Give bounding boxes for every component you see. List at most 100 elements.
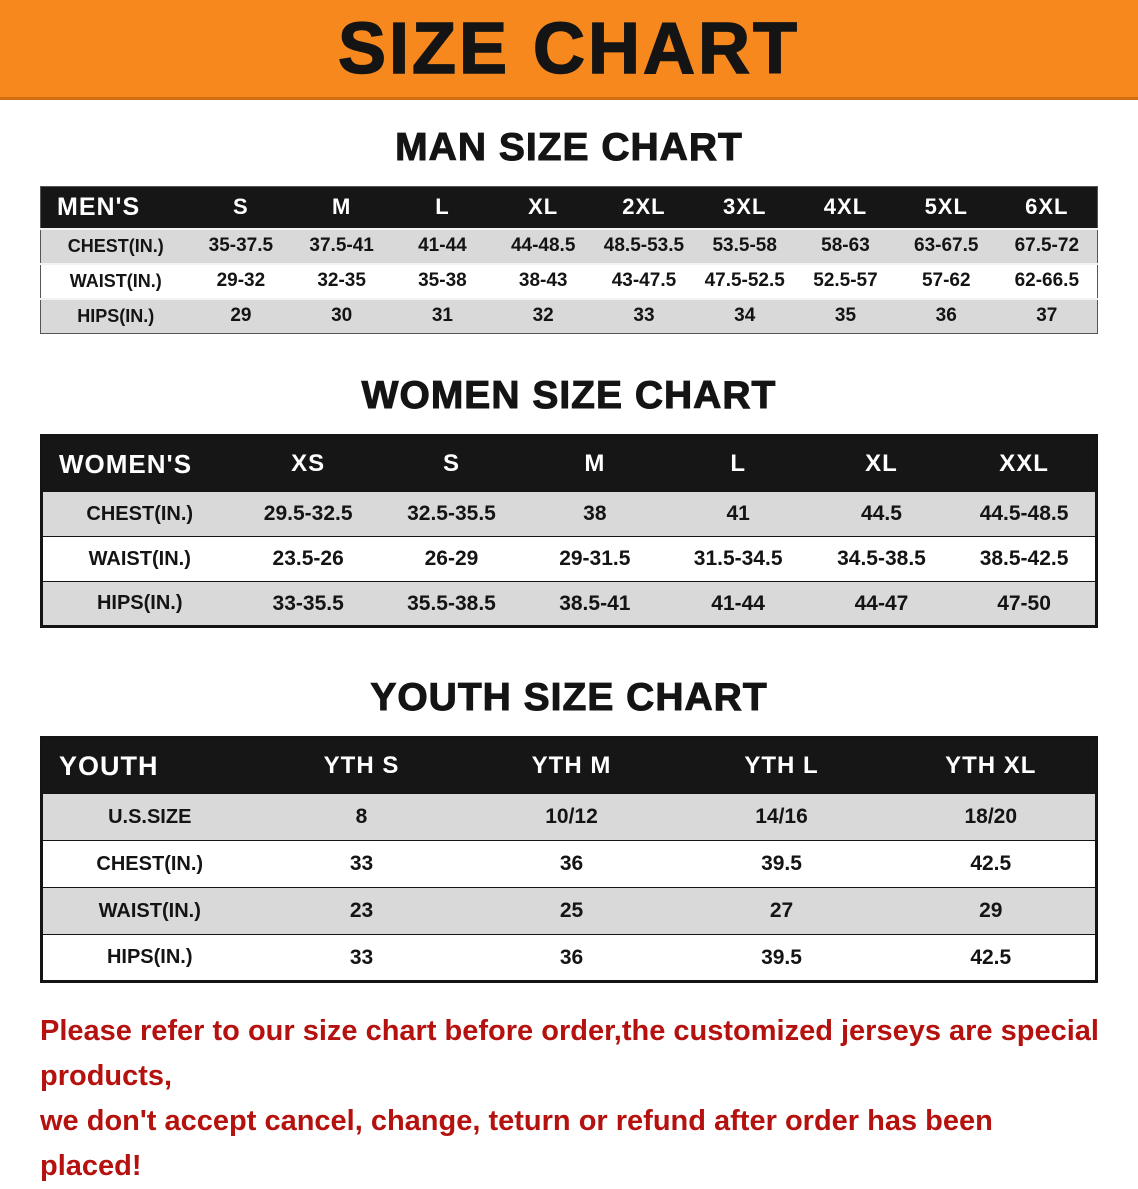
value-cell: 39.5 bbox=[676, 934, 887, 982]
youth-header-row: YOUTH YTH S YTH M YTH L YTH XL bbox=[41, 737, 1097, 794]
value-cell: 31.5-34.5 bbox=[666, 536, 810, 582]
disclaimer: Please refer to our size chart before or… bbox=[40, 1009, 1100, 1189]
men-table-label: MEN'S bbox=[40, 186, 191, 229]
disclaimer-line-2: we don't accept cancel, change, teturn o… bbox=[40, 1104, 993, 1182]
size-header-cell: S bbox=[190, 186, 292, 229]
value-cell: 35 bbox=[795, 298, 896, 334]
value-cell: 32-35 bbox=[291, 263, 393, 299]
row-label: WAIST(IN.) bbox=[41, 887, 257, 935]
value-cell: 29-32 bbox=[190, 263, 292, 299]
value-cell: 44-47 bbox=[809, 581, 954, 627]
value-cell: 53.5-58 bbox=[694, 228, 796, 264]
row-label: HIPS(IN.) bbox=[41, 581, 237, 627]
value-cell: 41 bbox=[666, 491, 810, 537]
value-cell: 35-38 bbox=[392, 263, 493, 299]
size-header-cell: M bbox=[291, 186, 393, 229]
size-header-cell: 4XL bbox=[795, 186, 896, 229]
men-header-row: MEN'S S M L XL 2XL 3XL 4XL 5XL 6XL bbox=[40, 186, 1098, 229]
row-label: WAIST(IN.) bbox=[41, 536, 237, 582]
men-waist-row: WAIST(IN.) 29-32 32-35 35-38 38-43 43-47… bbox=[40, 263, 1098, 299]
value-cell: 62-66.5 bbox=[996, 263, 1098, 299]
value-cell: 10/12 bbox=[466, 793, 677, 841]
youth-ussize-row: U.S.SIZE 8 10/12 14/16 18/20 bbox=[41, 793, 1097, 841]
value-cell: 36 bbox=[895, 298, 997, 334]
youth-waist-row: WAIST(IN.) 23 25 27 29 bbox=[41, 887, 1097, 935]
size-header-cell: 2XL bbox=[593, 186, 695, 229]
size-header-cell: L bbox=[392, 186, 493, 229]
men-section: MAN SIZE CHART MEN'S S M L XL 2XL 3XL 4X… bbox=[0, 126, 1138, 334]
women-table-label: WOMEN'S bbox=[41, 435, 237, 492]
men-hips-row: HIPS(IN.) 29 30 31 32 33 34 35 36 37 bbox=[40, 298, 1098, 334]
value-cell: 42.5 bbox=[886, 934, 1097, 982]
size-header-cell: 3XL bbox=[694, 186, 796, 229]
value-cell: 32.5-35.5 bbox=[379, 491, 524, 537]
value-cell: 29-31.5 bbox=[523, 536, 667, 582]
men-size-table: MEN'S S M L XL 2XL 3XL 4XL 5XL 6XL CHEST… bbox=[40, 186, 1098, 334]
disclaimer-line-1: Please refer to our size chart before or… bbox=[40, 1015, 1099, 1092]
size-header-cell: 5XL bbox=[895, 186, 997, 229]
size-header-cell: XXL bbox=[953, 435, 1097, 492]
value-cell: 8 bbox=[256, 793, 467, 841]
value-cell: 52.5-57 bbox=[795, 263, 896, 299]
youth-section-heading: YOUTH SIZE CHART bbox=[370, 676, 768, 720]
value-cell: 35.5-38.5 bbox=[379, 581, 524, 627]
youth-hips-row: HIPS(IN.) 33 36 39.5 42.5 bbox=[41, 934, 1097, 982]
value-cell: 41-44 bbox=[392, 228, 493, 264]
size-header-cell: L bbox=[666, 435, 810, 492]
value-cell: 33 bbox=[593, 298, 695, 334]
value-cell: 35-37.5 bbox=[190, 228, 292, 264]
size-header-cell: XL bbox=[809, 435, 954, 492]
size-header-cell: YTH L bbox=[676, 737, 887, 794]
value-cell: 38-43 bbox=[492, 263, 594, 299]
value-cell: 44-48.5 bbox=[492, 228, 594, 264]
value-cell: 37 bbox=[996, 298, 1098, 334]
banner-title: SIZE CHART bbox=[337, 8, 800, 90]
value-cell: 63-67.5 bbox=[895, 228, 997, 264]
size-header-cell: YTH S bbox=[256, 737, 467, 794]
women-chest-row: CHEST(IN.) 29.5-32.5 32.5-35.5 38 41 44.… bbox=[41, 491, 1097, 537]
size-header-cell: XS bbox=[236, 435, 380, 492]
value-cell: 26-29 bbox=[379, 536, 524, 582]
size-header-cell: M bbox=[523, 435, 667, 492]
youth-chest-row: CHEST(IN.) 33 36 39.5 42.5 bbox=[41, 840, 1097, 888]
value-cell: 34.5-38.5 bbox=[809, 536, 954, 582]
value-cell: 33 bbox=[256, 934, 467, 982]
value-cell: 57-62 bbox=[895, 263, 997, 299]
value-cell: 43-47.5 bbox=[593, 263, 695, 299]
value-cell: 36 bbox=[466, 840, 677, 888]
women-header-row: WOMEN'S XS S M L XL XXL bbox=[41, 435, 1097, 492]
value-cell: 38.5-41 bbox=[523, 581, 667, 627]
value-cell: 38.5-42.5 bbox=[953, 536, 1097, 582]
size-header-cell: YTH M bbox=[466, 737, 677, 794]
value-cell: 33 bbox=[256, 840, 467, 888]
value-cell: 23 bbox=[256, 887, 467, 935]
value-cell: 44.5 bbox=[809, 491, 954, 537]
youth-section: YOUTH SIZE CHART YOUTH YTH S YTH M YTH L… bbox=[0, 676, 1138, 983]
value-cell: 34 bbox=[694, 298, 796, 334]
value-cell: 58-63 bbox=[795, 228, 896, 264]
value-cell: 27 bbox=[676, 887, 887, 935]
value-cell: 38 bbox=[523, 491, 667, 537]
size-header-cell: S bbox=[379, 435, 524, 492]
value-cell: 32 bbox=[492, 298, 594, 334]
value-cell: 47-50 bbox=[953, 581, 1097, 627]
value-cell: 39.5 bbox=[676, 840, 887, 888]
row-label: HIPS(IN.) bbox=[41, 934, 257, 982]
youth-table-label: YOUTH bbox=[41, 737, 257, 794]
value-cell: 37.5-41 bbox=[291, 228, 393, 264]
value-cell: 42.5 bbox=[886, 840, 1097, 888]
row-label: CHEST(IN.) bbox=[41, 491, 237, 537]
women-section: WOMEN SIZE CHART WOMEN'S XS S M L XL XXL… bbox=[0, 374, 1138, 628]
youth-size-table: YOUTH YTH S YTH M YTH L YTH XL U.S.SIZE … bbox=[40, 736, 1098, 983]
men-chest-row: CHEST(IN.) 35-37.5 37.5-41 41-44 44-48.5… bbox=[40, 228, 1098, 264]
value-cell: 29.5-32.5 bbox=[236, 491, 380, 537]
value-cell: 29 bbox=[190, 298, 292, 334]
row-label: CHEST(IN.) bbox=[40, 228, 191, 264]
size-header-cell: 6XL bbox=[996, 186, 1098, 229]
women-size-table: WOMEN'S XS S M L XL XXL CHEST(IN.) 29.5-… bbox=[40, 434, 1098, 628]
value-cell: 23.5-26 bbox=[236, 536, 380, 582]
row-label: HIPS(IN.) bbox=[40, 298, 191, 334]
value-cell: 14/16 bbox=[676, 793, 887, 841]
value-cell: 41-44 bbox=[666, 581, 810, 627]
size-header-cell: YTH XL bbox=[886, 737, 1097, 794]
